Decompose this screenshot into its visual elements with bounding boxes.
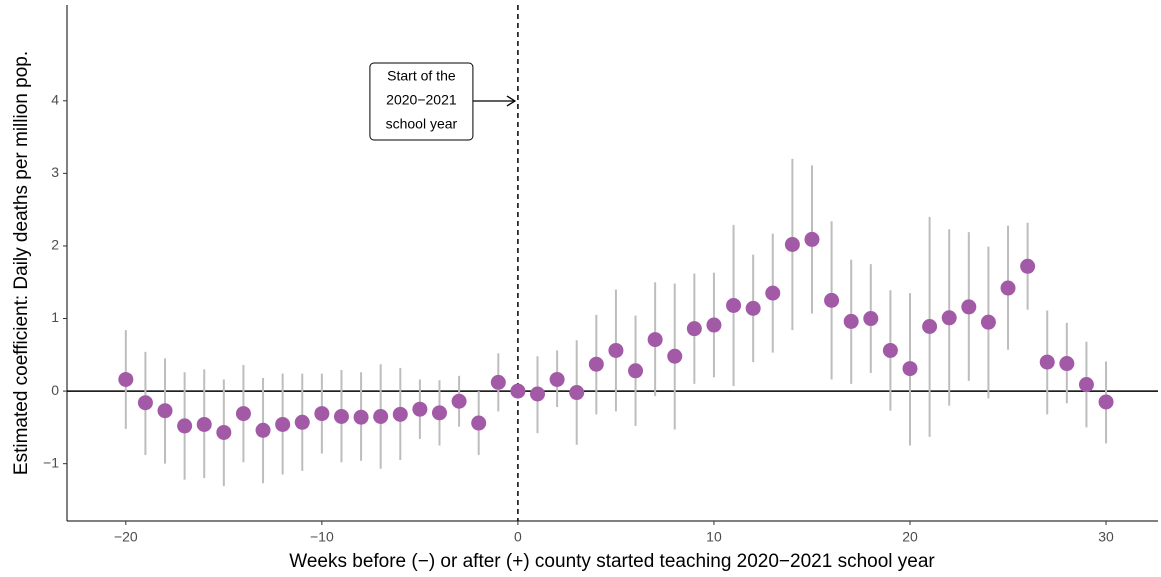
point xyxy=(275,416,291,432)
point xyxy=(137,395,153,411)
point xyxy=(1000,280,1016,296)
point xyxy=(196,416,212,432)
x-tick-label: 30 xyxy=(1098,529,1114,545)
point xyxy=(608,342,624,358)
x-tick-label: 10 xyxy=(706,529,722,545)
point xyxy=(569,385,585,401)
point xyxy=(431,405,447,421)
x-tick-label: 20 xyxy=(902,529,918,545)
point xyxy=(392,406,408,422)
point xyxy=(235,406,251,422)
point xyxy=(706,317,722,333)
point xyxy=(1098,394,1114,410)
point xyxy=(628,363,644,379)
point xyxy=(863,311,879,327)
point xyxy=(1078,377,1094,393)
point xyxy=(451,393,467,409)
annotation-text: 2020−2021 xyxy=(386,92,457,108)
point xyxy=(373,408,389,424)
y-tick-label: −1 xyxy=(43,454,59,470)
x-tick-label: −10 xyxy=(310,529,334,545)
point xyxy=(843,313,859,329)
annotation-text: school year xyxy=(386,116,458,132)
point xyxy=(882,342,898,358)
arrow-head xyxy=(506,95,517,107)
point xyxy=(941,310,957,326)
point xyxy=(471,415,487,431)
point xyxy=(588,356,604,372)
point xyxy=(1039,354,1055,370)
point xyxy=(1059,356,1075,372)
point xyxy=(294,414,310,430)
point xyxy=(686,321,702,337)
point xyxy=(333,408,349,424)
point xyxy=(824,292,840,308)
point xyxy=(922,319,938,335)
y-tick-label: 3 xyxy=(51,164,59,180)
point xyxy=(530,386,546,402)
point xyxy=(177,418,193,434)
point xyxy=(902,361,918,377)
annotation-text: Start of the xyxy=(387,68,456,84)
point xyxy=(745,300,761,316)
point xyxy=(726,297,742,313)
point xyxy=(412,401,428,417)
point xyxy=(157,403,173,419)
point xyxy=(314,406,330,422)
point xyxy=(784,236,800,252)
x-tick-label: 0 xyxy=(514,529,522,545)
point xyxy=(216,424,232,440)
y-tick-label: 4 xyxy=(51,92,59,108)
point xyxy=(353,409,369,425)
point xyxy=(1020,258,1036,274)
point xyxy=(255,422,271,438)
point xyxy=(804,231,820,247)
point xyxy=(667,348,683,364)
point xyxy=(118,371,134,387)
y-axis-title: Estimated coefficient: Daily deaths per … xyxy=(11,51,32,475)
point xyxy=(961,299,977,315)
y-tick-label: 2 xyxy=(51,237,59,253)
point xyxy=(549,371,565,387)
x-tick-label: −20 xyxy=(114,529,138,545)
y-tick-label: 1 xyxy=(51,309,59,325)
point xyxy=(490,374,506,390)
point xyxy=(647,332,663,348)
x-axis-title: Weeks before (−) or after (+) county sta… xyxy=(289,551,935,572)
point xyxy=(510,383,526,399)
point xyxy=(765,285,781,301)
point xyxy=(980,314,996,330)
y-tick-label: 0 xyxy=(51,382,59,398)
